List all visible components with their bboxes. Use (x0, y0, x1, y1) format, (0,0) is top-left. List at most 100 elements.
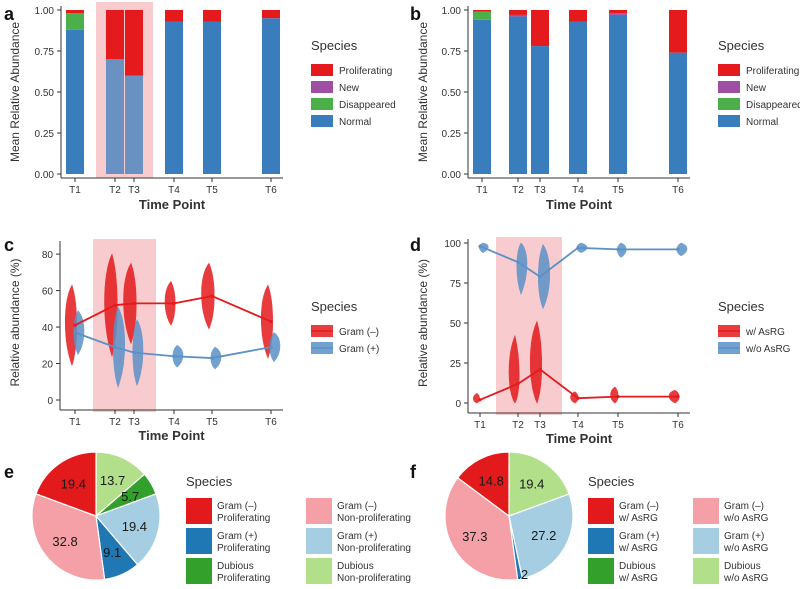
series-point (676, 395, 680, 399)
violin-T6-s1 (676, 242, 688, 257)
x-tick-label: T1 (69, 185, 81, 196)
legend-label: Disappeared (339, 100, 396, 111)
shaded-region (496, 237, 562, 415)
legend-swatch (306, 558, 332, 584)
bar-T2-normal (106, 59, 124, 175)
violin-T2-s1 (112, 306, 126, 389)
panel-a: 0.00 0.25 0.50 0.75 1.00 T1 T2 T3 T4 T5 T6 Time Poi… (8, 2, 396, 212)
legend-label: New (339, 83, 360, 94)
y-tick-label: 0.75 (35, 47, 55, 58)
legend-swatch (718, 98, 740, 110)
shaded-region (96, 2, 153, 178)
violin-T2-s1 (516, 242, 528, 296)
bar-T4-proliferating (569, 10, 587, 22)
pie-value-label: 37.3 (462, 529, 487, 544)
violin-T5-s0 (610, 386, 619, 404)
legend-swatch (588, 558, 614, 584)
x-tick-label: T1 (476, 185, 488, 196)
x-tick-label: T6 (672, 185, 684, 196)
series-point (113, 303, 117, 307)
y-tick-label: 100 (444, 239, 461, 250)
y-tick-label: 50 (450, 319, 462, 330)
panel-letter-a: a (4, 4, 15, 24)
legend-title: Species (718, 299, 765, 314)
bar-T5-new (609, 13, 627, 15)
series-point (676, 247, 680, 251)
legend-label-line2: w/ AsRG (618, 543, 658, 554)
legend-label: Gram (+) (339, 344, 379, 355)
series-point (269, 345, 273, 349)
legend-label: w/ AsRG (745, 327, 785, 338)
legend-label-line1: Gram (–) (724, 501, 764, 512)
legend-swatch (693, 558, 719, 584)
series-point (516, 382, 520, 386)
x-tick-label: T2 (512, 185, 524, 196)
bar-T1-disappeared (66, 13, 84, 30)
legend-label: w/o AsRG (745, 344, 791, 355)
y-tick-label: 0 (455, 399, 461, 410)
legend-swatch (588, 498, 614, 524)
series-point (73, 330, 77, 335)
y-axis-label: Relative abundance (%) (416, 259, 430, 387)
y-tick-label: 60 (42, 287, 54, 298)
legend-swatch (311, 115, 333, 127)
legend-label-line2: w/o AsRG (723, 573, 769, 584)
bar-T2-new (509, 14, 527, 17)
pie-slice-5 (95, 451, 146, 518)
bar-T6-normal (669, 52, 687, 174)
legend-label-line1: Gram (–) (619, 501, 659, 512)
x-tick-label: T4 (168, 185, 180, 196)
legend-swatch (306, 498, 332, 524)
y-axis-label: Mean Relative Abundance (416, 22, 430, 162)
panel-letter-b: b (410, 4, 421, 24)
y-tick-label: 0 (47, 396, 53, 407)
x-tick-label: T5 (612, 185, 624, 196)
legend-label-line2: Proliferating (217, 573, 270, 584)
bar-T2-normal (509, 16, 527, 175)
y-tick-label: 0.00 (442, 170, 462, 181)
legend-label: Disappeared (746, 100, 800, 111)
series-point (73, 323, 77, 327)
violin-T1-s0 (472, 393, 480, 404)
y-tick-label: 80 (42, 250, 54, 261)
series-line-s1 (74, 331, 272, 359)
legend-label-line2: Proliferating (217, 543, 270, 554)
legend-label: Gram (–) (339, 327, 379, 338)
series-line-s0 (74, 295, 272, 327)
series-point (616, 247, 620, 251)
series-point (576, 246, 580, 250)
pie-value-label: 19.4 (519, 476, 544, 491)
series-line-s0 (479, 368, 678, 401)
bar-T4-normal (569, 21, 587, 175)
pie-value-label: 9.1 (103, 545, 121, 560)
y-tick-label: 40 (42, 323, 54, 334)
bar-T2-proliferating (509, 10, 527, 15)
bar-T6-normal (262, 18, 280, 175)
series-point (576, 396, 580, 400)
legend-label: Normal (339, 117, 371, 128)
series-line-s1 (479, 245, 678, 278)
bar-T1-proliferating (473, 10, 491, 12)
pie-value-label: 19.4 (61, 476, 86, 491)
bar-T4-normal (165, 21, 183, 175)
series-point (478, 398, 482, 402)
series-point (113, 345, 117, 349)
bar-T4-proliferating (165, 10, 183, 22)
pie-slice-0 (456, 451, 510, 518)
bar-T5-proliferating (203, 10, 221, 22)
x-tick-label: T5 (206, 185, 218, 196)
pie-slice-5 (508, 451, 570, 517)
panel-d: 0 25 50 75 100 T1 T2 T3 T4 T5 T6 Time Point Relative… (416, 237, 791, 446)
pie-value-label: 14.8 (479, 474, 504, 489)
x-tick-label: T2 (109, 185, 121, 196)
bar-T5-proliferating (609, 10, 627, 14)
x-tick-label: T4 (168, 417, 180, 428)
legend-swatch (186, 558, 212, 584)
pie-slice-3 (94, 493, 161, 566)
panel-c: 0 20 40 60 80 T1 T2 T3 T4 T5 T6 Time Point Relative … (8, 239, 379, 443)
legend-title: Species (311, 38, 358, 53)
legend-swatch (311, 64, 333, 76)
legend-label-line2: Non-proliferating (337, 513, 411, 524)
